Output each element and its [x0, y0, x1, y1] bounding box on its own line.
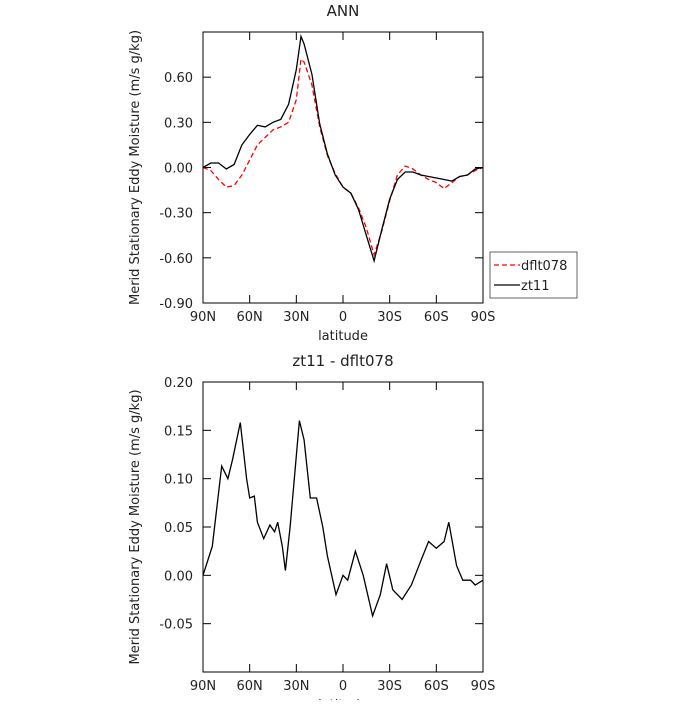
y-tick-label: 0.10 — [164, 473, 193, 488]
x-tick-label: 0 — [339, 310, 347, 325]
x-tick-label: 30N — [283, 679, 309, 694]
y-tick-label: 0.20 — [164, 376, 193, 391]
y-tick-label: 0.15 — [164, 424, 193, 439]
x-axis-label: latitude — [318, 329, 368, 344]
y-tick-label: -0.90 — [159, 297, 193, 312]
y-axis-label: Merid Stationary Eddy Moisture (m/s g/kg… — [128, 389, 143, 664]
y-tick-label: 0.00 — [164, 569, 193, 584]
y-tick-label: -0.05 — [159, 618, 193, 633]
legend-entry: dflt078 — [521, 259, 567, 274]
y-tick-label: -0.60 — [159, 252, 193, 267]
y-tick-label: -0.30 — [159, 207, 193, 222]
legend-entry: zt11 — [521, 279, 549, 294]
y-tick-label: 0.60 — [164, 71, 193, 86]
x-tick-label: 90S — [471, 679, 496, 694]
x-tick-label: 60N — [237, 310, 263, 325]
y-axis-label: Merid Stationary Eddy Moisture (m/s g/kg… — [128, 30, 143, 305]
y-tick-label: 0.00 — [164, 162, 193, 177]
x-tick-label: 60N — [237, 679, 263, 694]
data-line — [202, 420, 484, 619]
x-tick-label: 60S — [424, 310, 449, 325]
x-tick-label: 30S — [377, 310, 402, 325]
x-tick-label: 60S — [424, 679, 449, 694]
y-tick-label: 0.05 — [164, 521, 193, 536]
y-tick-label: 0.30 — [164, 116, 193, 131]
x-tick-label: 30S — [377, 679, 402, 694]
plot-frame — [202, 31, 484, 304]
legend-box — [489, 251, 578, 299]
x-tick-label: 90S — [471, 310, 496, 325]
x-tick-label: 90N — [190, 679, 216, 694]
x-tick-label: 90N — [190, 310, 216, 325]
plot-frame — [202, 381, 484, 673]
chart-title: ANN — [327, 2, 360, 20]
chart-title: zt11 - dflt078 — [292, 352, 393, 370]
x-tick-label: 0 — [339, 679, 347, 694]
data-line — [202, 57, 484, 258]
data-line — [202, 34, 484, 264]
x-tick-label: 30N — [283, 310, 309, 325]
